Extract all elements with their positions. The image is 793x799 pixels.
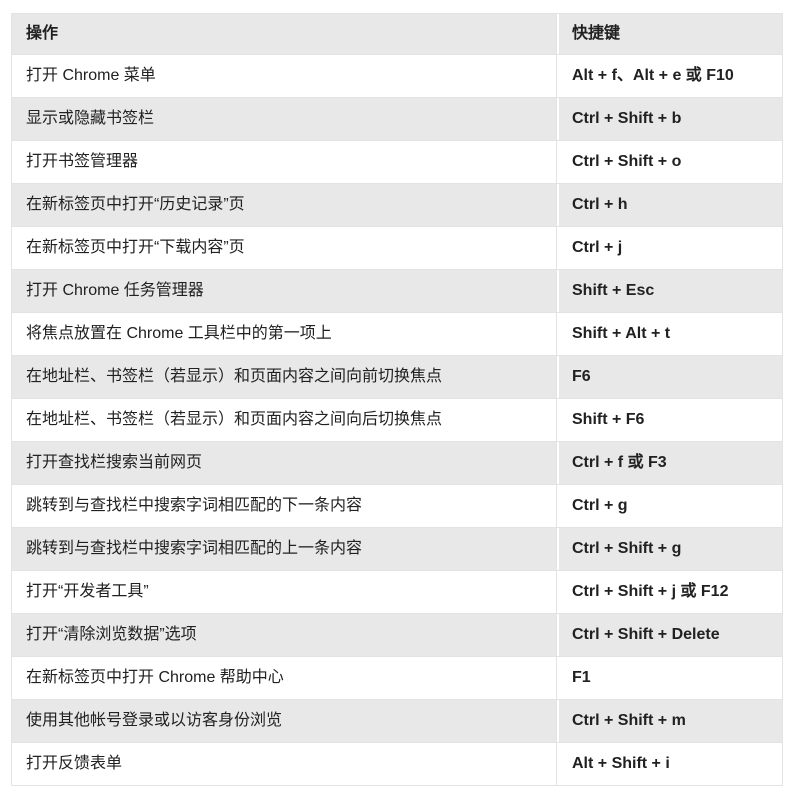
table-row: 在地址栏、书签栏（若显示）和页面内容之间向前切换焦点 F6 [11, 355, 783, 399]
column-header-action: 操作 [11, 13, 557, 55]
shortcut-cell: Ctrl + Shift + b [556, 97, 783, 141]
action-cell: 在新标签页中打开“下载内容”页 [11, 226, 557, 270]
table-row: 打开“清除浏览数据”选项 Ctrl + Shift + Delete [11, 613, 783, 657]
shortcut-cell: Ctrl + Shift + Delete [556, 613, 783, 657]
shortcut-cell: Ctrl + j [556, 226, 783, 270]
action-cell: 打开 Chrome 菜单 [11, 54, 557, 98]
table-row: 将焦点放置在 Chrome 工具栏中的第一项上 Shift + Alt + t [11, 312, 783, 356]
shortcuts-table: 操作 快捷键 打开 Chrome 菜单 Alt + f、Alt + e 或 F10… [11, 13, 783, 786]
table-row: 显示或隐藏书签栏 Ctrl + Shift + b [11, 97, 783, 141]
table-row: 打开“开发者工具” Ctrl + Shift + j 或 F12 [11, 570, 783, 614]
action-cell: 在地址栏、书签栏（若显示）和页面内容之间向后切换焦点 [11, 398, 557, 442]
table-row: 打开反馈表单 Alt + Shift + i [11, 742, 783, 786]
table-row: 跳转到与查找栏中搜索字词相匹配的下一条内容 Ctrl + g [11, 484, 783, 528]
action-cell: 在新标签页中打开 Chrome 帮助中心 [11, 656, 557, 700]
action-cell: 打开反馈表单 [11, 742, 557, 786]
shortcut-cell: Ctrl + Shift + o [556, 140, 783, 184]
shortcut-cell: Shift + Esc [556, 269, 783, 313]
shortcut-cell: Ctrl + h [556, 183, 783, 227]
action-cell: 跳转到与查找栏中搜索字词相匹配的上一条内容 [11, 527, 557, 571]
shortcut-cell: Ctrl + g [556, 484, 783, 528]
table-row: 在新标签页中打开 Chrome 帮助中心 F1 [11, 656, 783, 700]
action-cell: 在地址栏、书签栏（若显示）和页面内容之间向前切换焦点 [11, 355, 557, 399]
action-cell: 打开 Chrome 任务管理器 [11, 269, 557, 313]
action-cell: 打开书签管理器 [11, 140, 557, 184]
table-row: 打开查找栏搜索当前网页 Ctrl + f 或 F3 [11, 441, 783, 485]
shortcut-cell: Alt + f、Alt + e 或 F10 [556, 54, 783, 98]
action-cell: 将焦点放置在 Chrome 工具栏中的第一项上 [11, 312, 557, 356]
table-row: 打开 Chrome 任务管理器 Shift + Esc [11, 269, 783, 313]
shortcut-cell: Ctrl + f 或 F3 [556, 441, 783, 485]
shortcut-cell: Shift + F6 [556, 398, 783, 442]
table-header: 操作 快捷键 [11, 13, 783, 55]
shortcut-cell: F1 [556, 656, 783, 700]
action-cell: 在新标签页中打开“历史记录”页 [11, 183, 557, 227]
shortcuts-table-body: 打开 Chrome 菜单 Alt + f、Alt + e 或 F10 显示或隐藏书签… [11, 54, 783, 786]
action-cell: 打开“开发者工具” [11, 570, 557, 614]
shortcut-cell: Ctrl + Shift + g [556, 527, 783, 571]
header-row: 操作 快捷键 [11, 13, 783, 55]
shortcut-cell: Shift + Alt + t [556, 312, 783, 356]
table-row: 打开书签管理器 Ctrl + Shift + o [11, 140, 783, 184]
shortcut-cell: F6 [556, 355, 783, 399]
shortcut-cell: Ctrl + Shift + j 或 F12 [556, 570, 783, 614]
shortcut-cell: Ctrl + Shift + m [556, 699, 783, 743]
table-row: 在地址栏、书签栏（若显示）和页面内容之间向后切换焦点 Shift + F6 [11, 398, 783, 442]
column-header-shortcut: 快捷键 [556, 13, 783, 55]
action-cell: 跳转到与查找栏中搜索字词相匹配的下一条内容 [11, 484, 557, 528]
table-row: 在新标签页中打开“历史记录”页 Ctrl + h [11, 183, 783, 227]
table-row: 使用其他帐号登录或以访客身份浏览 Ctrl + Shift + m [11, 699, 783, 743]
table-row: 打开 Chrome 菜单 Alt + f、Alt + e 或 F10 [11, 54, 783, 98]
table-row: 跳转到与查找栏中搜索字词相匹配的上一条内容 Ctrl + Shift + g [11, 527, 783, 571]
action-cell: 显示或隐藏书签栏 [11, 97, 557, 141]
shortcut-cell: Alt + Shift + i [556, 742, 783, 786]
action-cell: 使用其他帐号登录或以访客身份浏览 [11, 699, 557, 743]
action-cell: 打开“清除浏览数据”选项 [11, 613, 557, 657]
table-row: 在新标签页中打开“下载内容”页 Ctrl + j [11, 226, 783, 270]
action-cell: 打开查找栏搜索当前网页 [11, 441, 557, 485]
